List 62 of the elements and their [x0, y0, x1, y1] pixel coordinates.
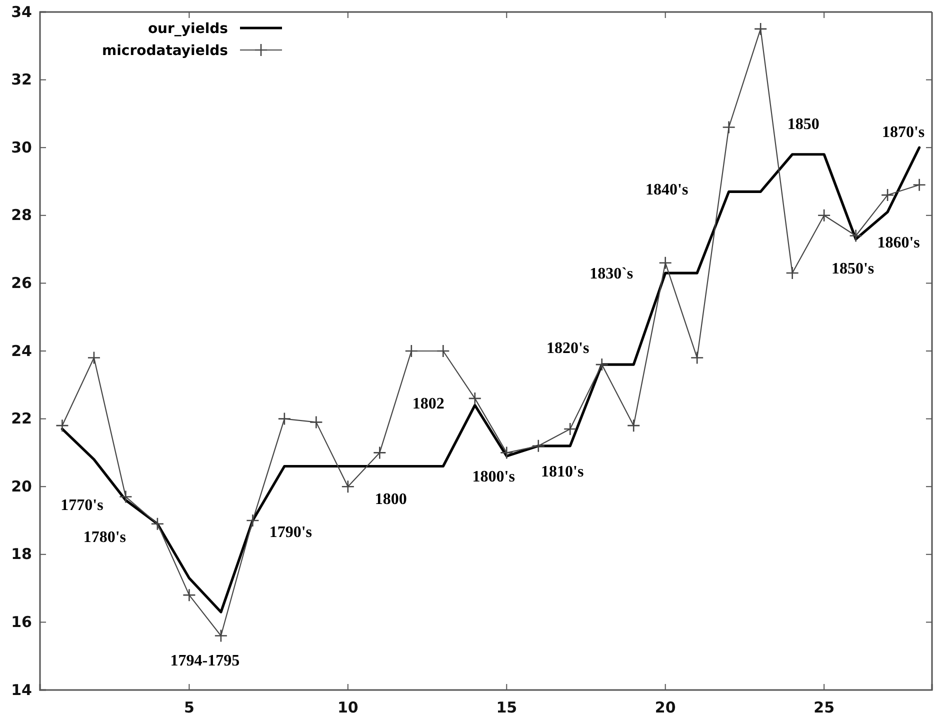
point	[912, 178, 926, 192]
annotation: 1850	[787, 116, 820, 133]
point	[690, 351, 704, 364]
x-tick-label: 10	[337, 698, 358, 717]
point	[468, 392, 482, 406]
y-tick-label: 32	[11, 70, 32, 89]
point	[341, 480, 355, 494]
annotation: 1794-1795	[170, 652, 240, 670]
x-tick-label: 5	[184, 698, 194, 717]
annotation: 1800's	[472, 468, 515, 486]
point	[595, 358, 609, 372]
point	[626, 418, 640, 432]
y-tick-label: 30	[11, 138, 32, 156]
y-tick-label: 14	[11, 680, 32, 699]
x-tick-label: 15	[496, 698, 518, 717]
point	[563, 422, 577, 436]
annotation: 1810's	[541, 464, 584, 481]
point	[246, 514, 260, 528]
annotation: 1780's	[83, 528, 126, 546]
y-tick-label: 24	[11, 342, 32, 360]
point	[373, 446, 386, 460]
annotation: 1870's	[882, 124, 925, 142]
point	[119, 490, 132, 504]
annotation: 1850's	[831, 260, 874, 278]
annotation: 1802	[412, 396, 444, 413]
point	[214, 629, 228, 642]
y-tick-label: 16	[11, 613, 32, 631]
point	[880, 188, 894, 202]
y-tick-label: 18	[11, 545, 32, 564]
y-tick-label: 28	[11, 206, 32, 224]
annotation: 1820's	[546, 340, 590, 358]
annotation: 1790's	[269, 524, 312, 542]
point	[56, 418, 69, 432]
point	[722, 120, 736, 134]
legend-label: microdatayields	[102, 42, 228, 59]
point	[500, 446, 514, 460]
y-tick-label: 20	[11, 477, 32, 496]
annotation: 1860's	[877, 234, 920, 252]
point	[658, 256, 672, 270]
point	[436, 344, 450, 358]
annotation: 1840's	[646, 181, 688, 198]
y-tick-label: 22	[11, 410, 32, 428]
point	[786, 266, 799, 280]
point	[754, 22, 768, 36]
legend-label: our_yields	[148, 20, 228, 37]
point	[87, 351, 101, 364]
line-series	[60, 146, 921, 614]
point	[182, 588, 196, 602]
point	[532, 439, 546, 453]
x-tick-label: 25	[814, 698, 835, 717]
annotation: 1830`s	[590, 266, 634, 283]
y-tick-label: 26	[11, 274, 32, 292]
point	[150, 517, 164, 531]
point	[849, 229, 862, 242]
y-tick-label: 34	[11, 2, 32, 21]
point	[404, 344, 418, 358]
point	[310, 416, 323, 429]
annotation: 1800	[374, 491, 407, 508]
point	[278, 412, 292, 426]
annotation: 1770's	[60, 497, 104, 514]
x-tick-label: 20	[654, 698, 676, 717]
point	[817, 208, 831, 222]
